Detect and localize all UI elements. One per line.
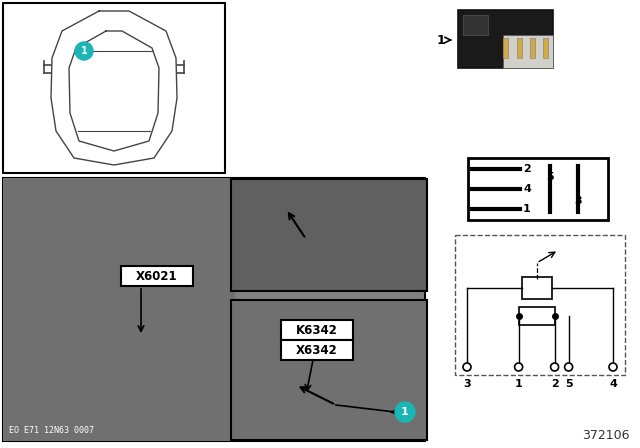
Text: 1: 1 xyxy=(401,407,409,417)
Circle shape xyxy=(515,363,523,371)
Bar xyxy=(458,10,553,68)
Text: 1: 1 xyxy=(523,204,531,214)
Text: X6021: X6021 xyxy=(136,270,178,283)
Text: K6342: K6342 xyxy=(296,323,338,336)
Bar xyxy=(543,38,548,58)
Text: 1: 1 xyxy=(436,34,445,47)
Circle shape xyxy=(609,363,617,371)
Circle shape xyxy=(75,42,93,60)
Bar xyxy=(503,35,553,68)
Text: 372106: 372106 xyxy=(582,429,630,442)
Text: 5: 5 xyxy=(546,172,554,181)
Bar xyxy=(503,38,508,58)
Bar xyxy=(121,266,193,286)
Text: 4: 4 xyxy=(609,379,617,389)
Circle shape xyxy=(564,363,573,371)
Bar xyxy=(281,320,353,340)
Bar xyxy=(281,340,353,360)
Bar xyxy=(3,178,425,441)
Text: 3: 3 xyxy=(463,379,471,389)
Bar xyxy=(3,178,235,441)
Bar xyxy=(522,277,552,299)
Bar xyxy=(3,3,225,173)
Circle shape xyxy=(550,363,559,371)
Bar xyxy=(468,158,608,220)
Text: 1: 1 xyxy=(515,379,522,389)
Text: 1: 1 xyxy=(81,46,88,56)
Circle shape xyxy=(463,363,471,371)
Text: 2: 2 xyxy=(523,164,531,174)
Bar xyxy=(455,235,625,375)
Bar xyxy=(530,38,535,58)
Text: 4: 4 xyxy=(523,184,531,194)
Bar xyxy=(231,300,427,440)
Text: 3: 3 xyxy=(574,196,582,207)
Text: X6342: X6342 xyxy=(296,344,338,357)
Bar xyxy=(518,307,555,325)
Text: 5: 5 xyxy=(564,379,572,389)
Circle shape xyxy=(395,402,415,422)
Bar xyxy=(517,38,522,58)
Text: EO E71 12N63 0007: EO E71 12N63 0007 xyxy=(9,426,94,435)
Bar xyxy=(231,179,427,291)
Bar xyxy=(463,15,488,35)
Text: 2: 2 xyxy=(551,379,559,389)
